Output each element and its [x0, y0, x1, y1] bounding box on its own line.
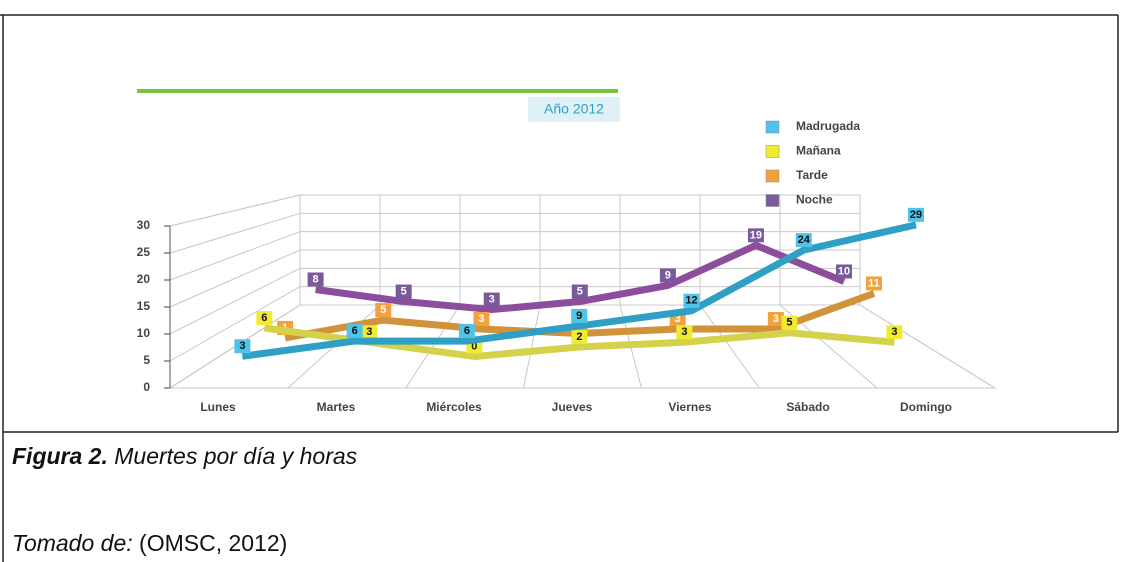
data-label-box — [571, 308, 588, 323]
grid-line — [169, 249, 301, 308]
legend-swatch — [765, 145, 780, 158]
data-label: 6 — [464, 325, 470, 337]
data-label: 24 — [798, 234, 811, 246]
floor-line — [405, 304, 461, 389]
source-label: Tomado de: — [12, 530, 133, 556]
side-edge — [169, 194, 301, 227]
data-label: 11 — [868, 277, 880, 289]
x-tick-label: Martes — [317, 400, 356, 414]
data-label-box — [886, 325, 903, 340]
data-label-box — [747, 228, 764, 243]
data-label-box — [458, 324, 475, 339]
data-label-box — [781, 315, 798, 330]
chart-title: Año 2012 — [544, 101, 604, 117]
data-label-box — [836, 264, 852, 279]
data-label: 0 — [471, 340, 477, 352]
data-label-box — [683, 293, 700, 308]
legend-label: Madrugada — [796, 119, 860, 133]
data-label: 9 — [665, 269, 671, 281]
data-label-box — [866, 276, 882, 291]
y-tick-label: 25 — [137, 245, 151, 259]
series-line — [241, 221, 917, 360]
data-label: 3 — [681, 326, 687, 338]
legend-label: Tarde — [796, 168, 828, 182]
data-label: 3 — [773, 313, 779, 325]
legend-label: Mañana — [796, 144, 841, 158]
data-label: 3 — [239, 340, 245, 352]
x-tick-label: Domingo — [900, 400, 952, 414]
data-label: 5 — [380, 304, 386, 316]
data-label-box — [307, 272, 324, 287]
grid-line — [169, 286, 301, 362]
title-box — [528, 97, 620, 122]
frame — [0, 14, 1119, 562]
floor-line — [523, 304, 541, 389]
floor-line — [859, 304, 996, 389]
data-label-box — [571, 284, 588, 299]
y-tick-label: 5 — [143, 353, 150, 367]
data-label-box — [234, 339, 251, 354]
grid-line — [169, 212, 301, 254]
legend-label: Noche — [796, 193, 833, 207]
source-text: (OMSC, 2012) — [139, 530, 287, 556]
data-label-box — [473, 312, 490, 327]
data-label-box — [659, 268, 676, 283]
x-tick-label: Viernes — [668, 400, 711, 414]
data-label: 5 — [401, 285, 407, 297]
y-tick-label: 15 — [137, 299, 151, 313]
source: Tomado de: (OMSC, 2012) — [12, 530, 287, 556]
data-label-box — [361, 325, 378, 340]
caption: Figura 2. Muertes por día y horas — [12, 443, 358, 469]
grid-line — [169, 231, 301, 281]
data-label: 3 — [891, 326, 897, 338]
data-label-box — [395, 284, 412, 299]
floor-line — [699, 304, 760, 389]
data-label: 2 — [576, 331, 582, 343]
series-line — [315, 241, 846, 314]
data-label-box — [795, 233, 812, 248]
data-label: 5 — [786, 317, 792, 329]
data-label-box — [571, 329, 588, 344]
data-label-box — [676, 325, 693, 340]
data-label-box — [346, 324, 363, 339]
data-label: 3 — [675, 313, 681, 325]
data-label: 19 — [750, 229, 762, 241]
x-tick-label: Sábado — [786, 400, 829, 414]
data-label: 29 — [910, 209, 922, 221]
y-tick-label: 10 — [137, 326, 151, 340]
data-label: 6 — [352, 325, 358, 337]
data-label: 6 — [261, 312, 267, 324]
data-label-box — [375, 303, 392, 318]
data-label: 3 — [478, 313, 484, 325]
data-label-box — [908, 207, 924, 222]
data-label: 10 — [838, 265, 850, 277]
x-tick-label: Lunes — [200, 400, 236, 414]
caption-text: Muertes por día y horas — [114, 443, 357, 469]
x-tick-label: Miércoles — [426, 400, 482, 414]
legend-swatch — [765, 194, 780, 207]
legend-swatch — [765, 120, 780, 134]
legend-swatch — [765, 169, 780, 183]
data-label-box — [483, 292, 500, 307]
caption-label: Figura 2. — [12, 443, 108, 469]
y-tick-label: 20 — [137, 272, 151, 286]
data-label: 3 — [366, 326, 372, 338]
data-label: 5 — [577, 285, 583, 297]
data-label: 3 — [489, 293, 495, 305]
data-label-box — [767, 312, 784, 327]
grid-line — [169, 267, 301, 335]
data-label: 12 — [685, 295, 697, 307]
data-label-box — [256, 311, 273, 326]
x-tick-label: Jueves — [552, 400, 593, 414]
data-label: 8 — [313, 273, 319, 285]
y-tick-label: 0 — [143, 380, 150, 394]
y-tick-label: 30 — [137, 218, 151, 232]
data-label: 9 — [576, 310, 582, 322]
